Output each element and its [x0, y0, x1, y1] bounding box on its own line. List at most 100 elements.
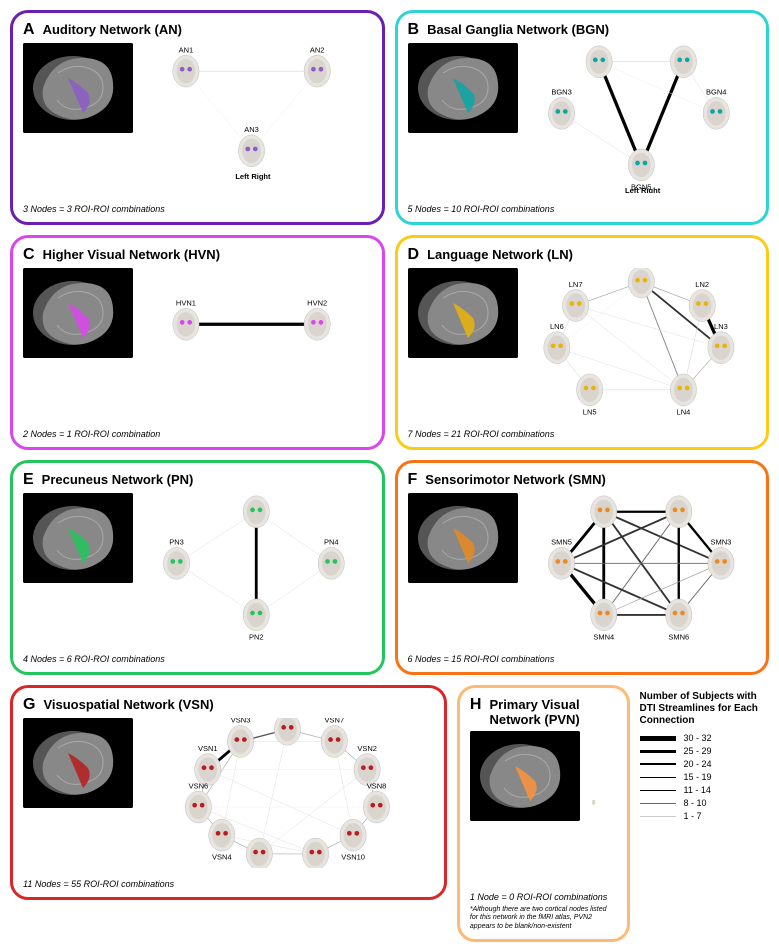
network-graph: PN1 PN3 PN4 PN2 — [141, 493, 372, 648]
roi-caption: 6 Nodes = 15 ROI-ROI combinations — [408, 654, 757, 664]
legend-row: 25 - 29 — [640, 746, 769, 756]
legend-label: 30 - 32 — [684, 733, 712, 743]
svg-text:VSN6: VSN6 — [189, 781, 209, 790]
svg-text:SMN1: SMN1 — [593, 493, 614, 495]
panel-title: Basal Ganglia Network (BGN) — [427, 22, 609, 37]
panel-title: Auditory Network (AN) — [43, 22, 182, 37]
svg-text:LN3: LN3 — [714, 322, 728, 331]
brain-render — [23, 268, 133, 358]
svg-text:PVN1: PVN1 — [592, 799, 595, 801]
svg-text:LN2: LN2 — [695, 280, 709, 289]
panel-H: H Primary Visual Network (PVN) PVN1 1 No… — [457, 685, 630, 942]
brain-render — [23, 718, 133, 808]
panel-title: Sensorimotor Network (SMN) — [425, 472, 606, 487]
network-graph: HVN1 HVN2 — [141, 268, 372, 423]
roi-caption: 4 Nodes = 6 ROI-ROI combinations — [23, 654, 372, 664]
panel-letter: B — [408, 21, 420, 39]
panel-footnote: *Although there are two cortical nodes l… — [470, 906, 617, 931]
legend-row: 20 - 24 — [640, 759, 769, 769]
svg-text:AN3: AN3 — [244, 125, 259, 134]
svg-text:BGN2: BGN2 — [588, 43, 608, 45]
legend-label: 20 - 24 — [684, 759, 712, 769]
panel-title: Visuospatial Network (VSN) — [43, 697, 213, 712]
svg-text:SMN5: SMN5 — [551, 538, 572, 547]
legend-label: 15 - 19 — [684, 772, 712, 782]
svg-text:SMN6: SMN6 — [668, 632, 689, 641]
panel-A: A Auditory Network (AN) AN1 AN2 AN3 — [10, 10, 385, 225]
panel-D: D Language Network (LN) LN1 LN7 LN2 — [395, 235, 770, 450]
svg-text:LN6: LN6 — [549, 322, 563, 331]
svg-text:VSN7: VSN7 — [325, 718, 345, 725]
svg-text:HVN1: HVN1 — [176, 299, 196, 308]
roi-caption: 3 Nodes = 3 ROI-ROI combinations — [23, 204, 372, 214]
network-graph: LN1 LN7 LN2 LN6 LN3 LN5 LN4 — [526, 268, 757, 423]
panel-F: F Sensorimotor Network (SMN) SMN1 SMN2 S… — [395, 460, 770, 675]
roi-caption: 1 Node = 0 ROI-ROI combinations — [470, 892, 617, 902]
svg-text:Right: Right — [251, 172, 271, 181]
svg-text:Right: Right — [641, 186, 661, 193]
panel-title: Higher Visual Network (HVN) — [43, 247, 220, 262]
svg-text:PN2: PN2 — [249, 632, 264, 641]
panel-letter: E — [23, 471, 34, 489]
panel-letter: A — [23, 21, 35, 39]
brain-render — [408, 43, 518, 133]
svg-text:BGN3: BGN3 — [551, 88, 571, 97]
network-graph: AN1 AN2 AN3 Left Right — [141, 43, 372, 198]
svg-text:AN1: AN1 — [179, 45, 194, 54]
brain-render — [408, 493, 518, 583]
svg-text:LN5: LN5 — [582, 407, 596, 416]
panel-B: B Basal Ganglia Network (BGN) BGN2 BGN1 … — [395, 10, 770, 225]
legend-label: 11 - 14 — [684, 785, 711, 795]
panel-title: Precuneus Network (PN) — [42, 472, 194, 487]
network-graph: SMN1 SMN2 SMN5 SMN3 SMN4 SMN6 — [526, 493, 757, 648]
legend-row: 15 - 19 — [640, 772, 769, 782]
brain-render — [23, 493, 133, 583]
legend: Number of Subjects with DTI Streamlines … — [640, 691, 769, 821]
svg-text:AN2: AN2 — [310, 45, 325, 54]
panel-letter: D — [408, 246, 420, 264]
roi-caption: 7 Nodes = 21 ROI-ROI combinations — [408, 429, 757, 439]
roi-caption: 2 Nodes = 1 ROI-ROI combination — [23, 429, 372, 439]
legend-label: 1 - 7 — [684, 811, 702, 821]
legend-row: 8 - 10 — [640, 798, 769, 808]
svg-text:PN4: PN4 — [324, 538, 339, 547]
svg-text:VSN2: VSN2 — [357, 744, 377, 753]
svg-text:VSN8: VSN8 — [367, 781, 387, 790]
svg-text:LN7: LN7 — [568, 280, 582, 289]
panel-G: G Visuospatial Network (VSN) VSN5 VSN3 V… — [10, 685, 447, 900]
svg-text:BGN4: BGN4 — [706, 88, 726, 97]
panel-title: Primary Visual Network (PVN) — [489, 697, 616, 727]
panel-C: C Higher Visual Network (HVN) HVN1 HVN2 — [10, 235, 385, 450]
legend-row: 11 - 14 — [640, 785, 769, 795]
svg-text:PN3: PN3 — [169, 538, 184, 547]
svg-text:VSN1: VSN1 — [198, 744, 218, 753]
legend-row: 1 - 7 — [640, 811, 769, 821]
svg-text:PN1: PN1 — [249, 493, 264, 495]
svg-text:SMN3: SMN3 — [710, 538, 731, 547]
roi-caption: 11 Nodes = 55 ROI-ROI combinations — [23, 879, 434, 889]
network-graph: BGN2 BGN1 BGN3 BGN4 BGN5 Left Right — [526, 43, 757, 198]
svg-text:VSN3: VSN3 — [231, 718, 251, 725]
roi-caption: 5 Nodes = 10 ROI-ROI combinations — [408, 204, 757, 214]
network-graph: PVN1 — [588, 731, 617, 886]
svg-text:LN4: LN4 — [676, 407, 690, 416]
legend-row: 30 - 32 — [640, 733, 769, 743]
brain-render — [23, 43, 133, 133]
brain-render — [470, 731, 580, 821]
panel-letter: G — [23, 696, 35, 714]
panel-letter: H — [470, 696, 482, 714]
legend-label: 8 - 10 — [684, 798, 707, 808]
svg-text:HVN2: HVN2 — [307, 299, 327, 308]
panel-title: Language Network (LN) — [427, 247, 573, 262]
svg-text:BGN1: BGN1 — [673, 43, 693, 45]
legend-title: Number of Subjects with DTI Streamlines … — [640, 691, 769, 727]
svg-text:Left: Left — [235, 172, 249, 181]
svg-text:Left: Left — [625, 186, 639, 193]
network-graph: VSN5 VSN3 VSN7 VSN1 VSN2 VSN6 VSN8 VSN4 — [141, 718, 434, 873]
brain-render — [408, 268, 518, 358]
legend-label: 25 - 29 — [684, 746, 712, 756]
svg-text:SMN2: SMN2 — [668, 493, 689, 495]
panel-letter: F — [408, 471, 418, 489]
svg-text:VSN4: VSN4 — [212, 853, 232, 862]
svg-text:VSN10: VSN10 — [341, 853, 365, 862]
